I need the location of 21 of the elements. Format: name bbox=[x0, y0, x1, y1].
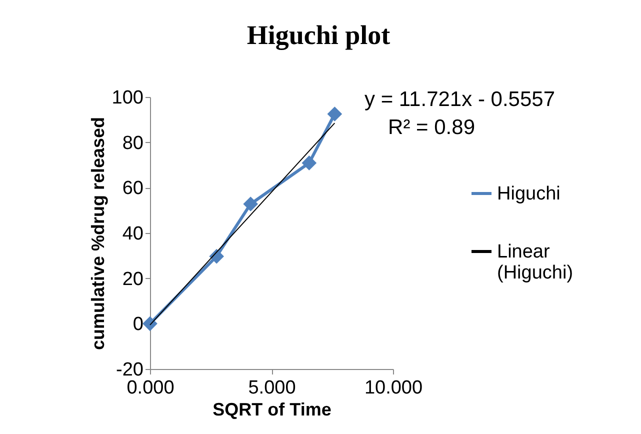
y-tick-label: 0 bbox=[132, 314, 144, 336]
legend-label: Higuchi bbox=[497, 184, 560, 204]
legend-label: Linear (Higuchi) bbox=[497, 242, 574, 284]
y-tick-label: 60 bbox=[122, 178, 144, 200]
y-tick-label: 80 bbox=[122, 132, 144, 154]
y-tick-label: -20 bbox=[116, 360, 144, 380]
annotation: R² = 0.89 bbox=[388, 116, 475, 139]
x-tick-label: 0.000 bbox=[126, 378, 174, 398]
point bbox=[327, 106, 342, 122]
point bbox=[142, 316, 158, 332]
x-tick-label: 10.000 bbox=[364, 378, 423, 398]
x-tick-label: 5.000 bbox=[248, 378, 296, 398]
annotation: y = 11.721x - 0.5557 bbox=[364, 88, 555, 111]
y-tick-label: 20 bbox=[122, 268, 144, 290]
y-tick-label: 100 bbox=[112, 88, 144, 108]
x-axis-title: SQRT of Time bbox=[212, 400, 332, 420]
chart-title: Higuchi plot bbox=[246, 20, 390, 50]
point bbox=[302, 156, 317, 170]
y-axis-title: cumulative %drug released bbox=[88, 116, 108, 350]
point bbox=[243, 196, 258, 212]
y-tick-label: 40 bbox=[122, 224, 144, 244]
